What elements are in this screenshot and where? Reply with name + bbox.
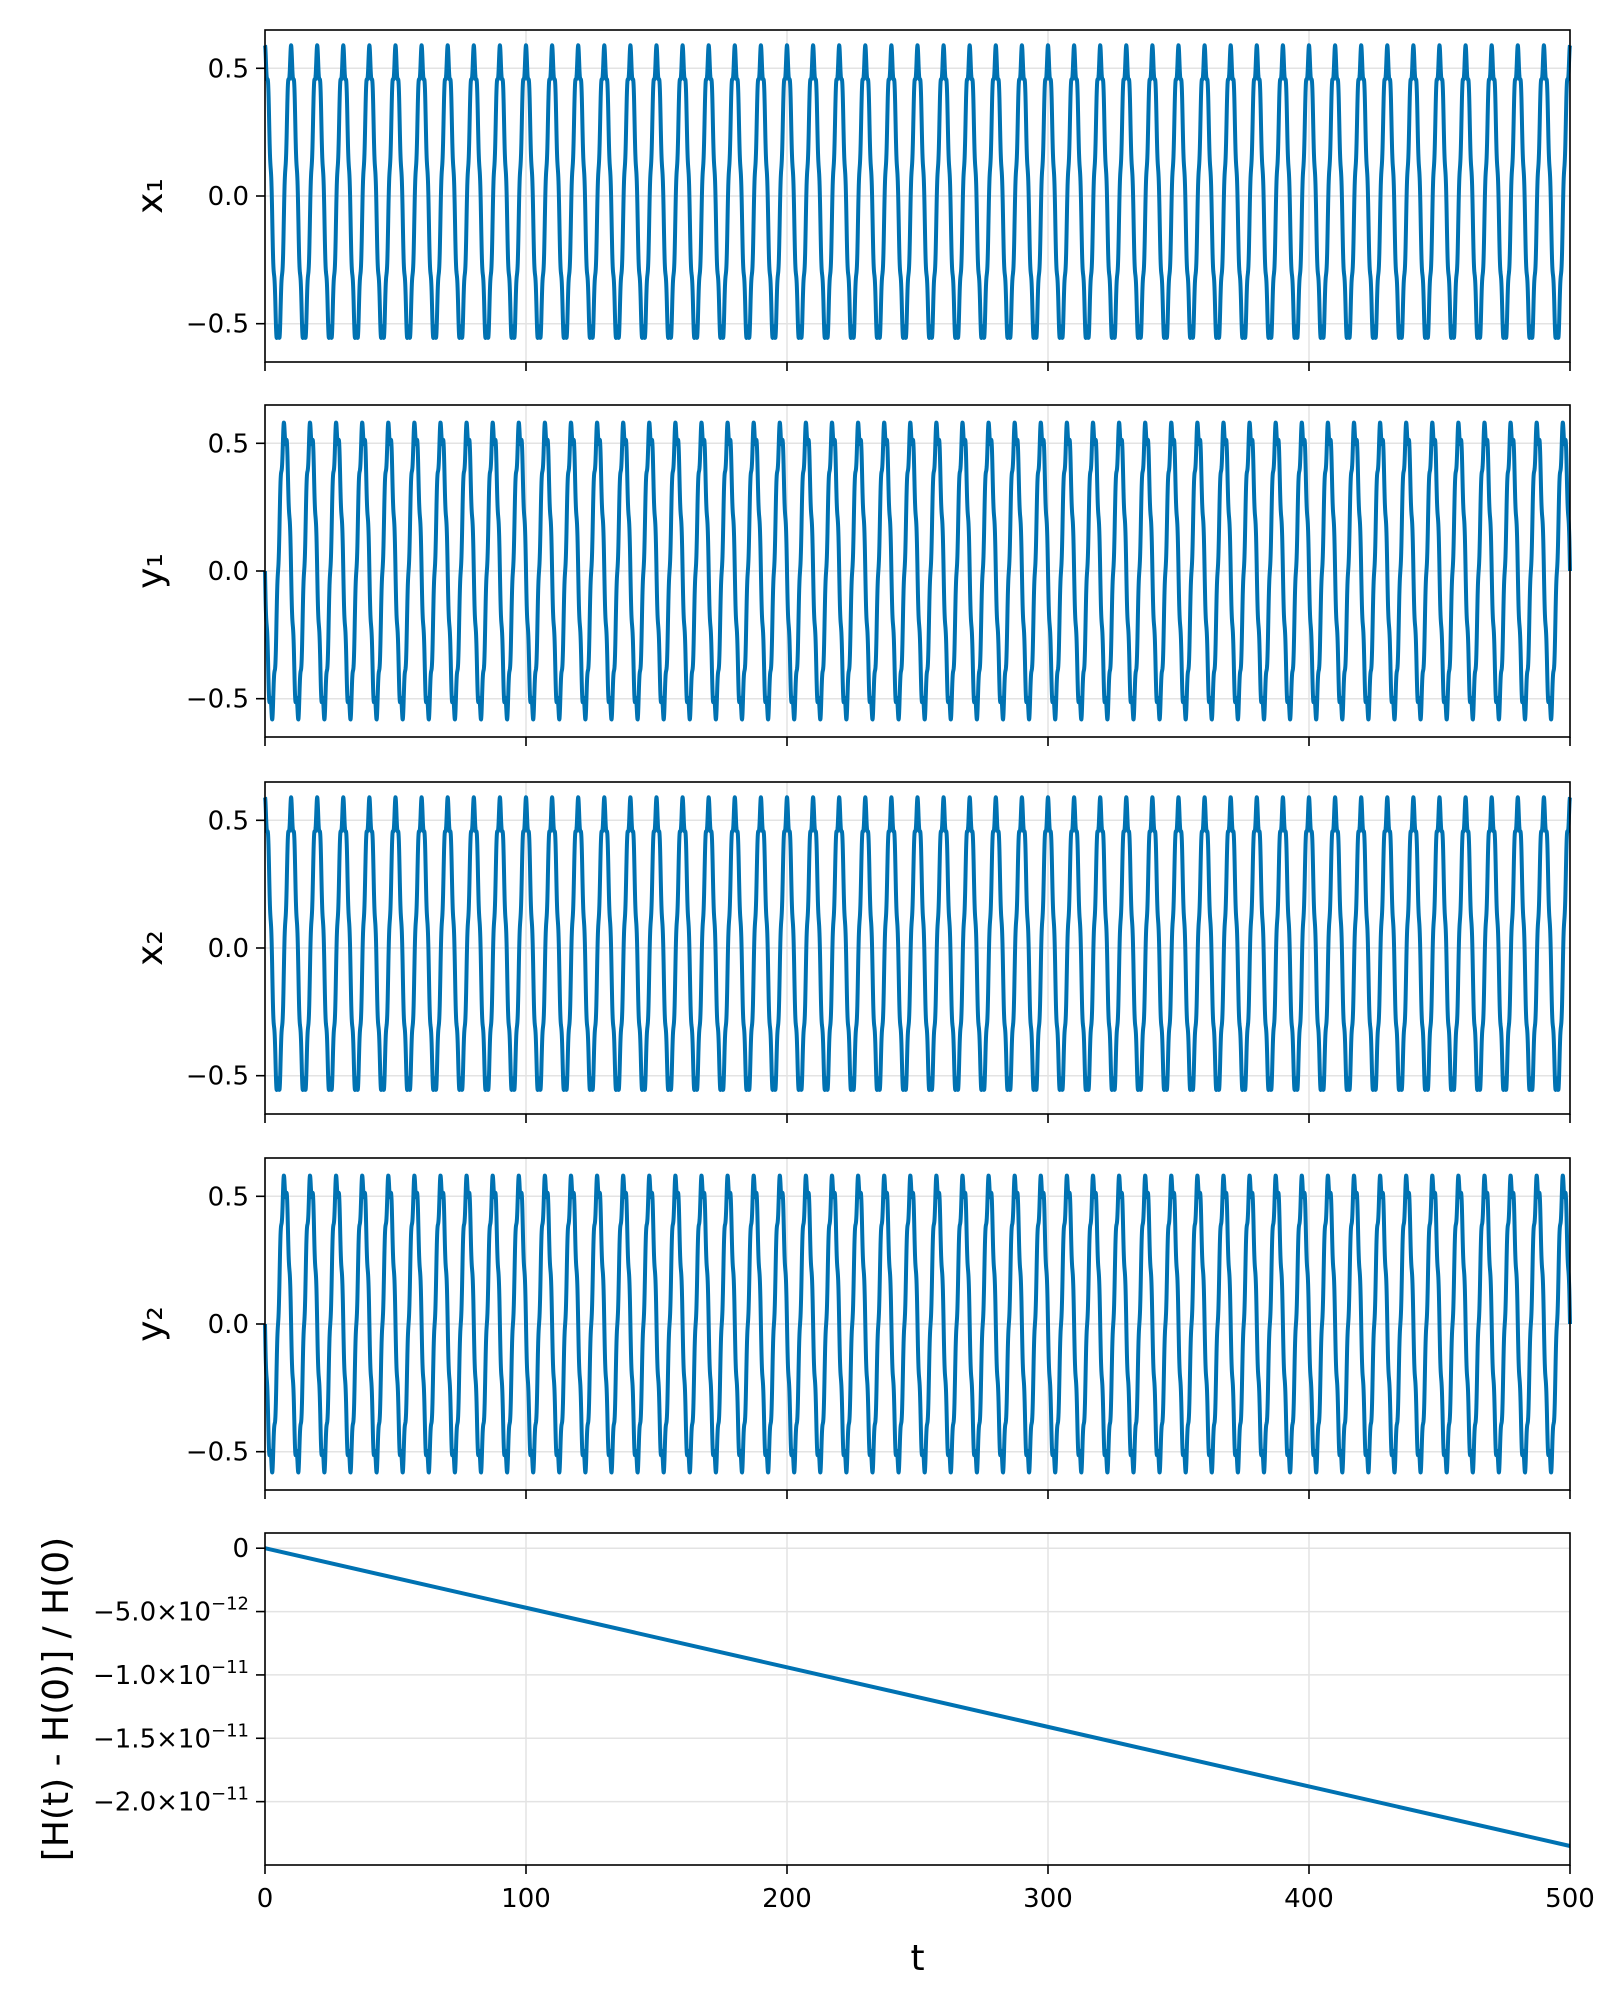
series-line — [264, 1546, 1571, 1848]
axes-frame — [264, 1532, 1571, 1866]
y-axis-label: x₂ — [130, 930, 171, 966]
tick-layer: 0.5 0.0 −0.5 — [186, 806, 1571, 1123]
tick-layer: 0 100 200 300 400 500 0 −5.0×10−12 −1.0×10−11 −1.… — [93, 1534, 1595, 1914]
panel-energy-error: 0 100 200 300 400 500 0 −5.0×10−12 −1.0×10−11 −1.… — [36, 1532, 1595, 1979]
x-tick-label: 500 — [1545, 1884, 1595, 1914]
y-tick-label: −0.5 — [186, 685, 249, 715]
y-tick-label: −0.5 — [186, 1062, 249, 1092]
y-tick-label: 0.5 — [208, 429, 249, 459]
y-tick-label: −5.0×10−12 — [93, 1594, 249, 1628]
series-layer — [264, 1546, 1571, 1848]
panel-x1: 0.5 0.0 −0.5 x₁ — [130, 29, 1572, 371]
y-tick-label: −0.5 — [186, 1438, 249, 1468]
y-tick-label: −2.0×10−11 — [93, 1784, 249, 1818]
panel-y1: 0.5 0.0 −0.5 y₁ — [130, 404, 1572, 746]
y-tick-label: 0.5 — [208, 54, 249, 84]
series-line — [263, 1173, 1572, 1475]
y-tick-label: −1.5×10−11 — [93, 1720, 249, 1754]
y-axis-label: [H(t) - H(0)] / H(0) — [36, 1537, 77, 1861]
x-tick-label: 200 — [762, 1884, 812, 1914]
series-layer — [263, 420, 1572, 722]
y-tick-label: −0.5 — [186, 310, 249, 340]
y-axis-label: x₁ — [130, 178, 171, 214]
y-axis-label: y₂ — [130, 1306, 171, 1342]
series-line — [263, 43, 1572, 340]
panel-x2: 0.5 0.0 −0.5 x₂ — [130, 781, 1572, 1123]
y-tick-label: −1.0×10−11 — [93, 1657, 249, 1691]
tick-layer: 0.5 0.0 −0.5 — [186, 54, 1571, 371]
grid — [264, 1533, 1571, 1865]
y-tick-label: 0 — [232, 1534, 249, 1564]
series-layer — [263, 1173, 1572, 1475]
series-layer — [263, 43, 1572, 340]
y-tick-label: 0.5 — [208, 806, 249, 836]
y-tick-label: 0.0 — [208, 557, 249, 587]
series-line — [263, 420, 1572, 722]
x-tick-label: 100 — [501, 1884, 551, 1914]
tick-layer: 0.5 0.0 −0.5 — [186, 1182, 1571, 1499]
x-tick-label: 300 — [1023, 1884, 1073, 1914]
y-tick-label: 0.5 — [208, 1182, 249, 1212]
x-axis-label: t — [910, 1938, 924, 1979]
x-tick-label: 400 — [1284, 1884, 1334, 1914]
series-layer — [263, 795, 1572, 1092]
y-tick-label: 0.0 — [208, 182, 249, 212]
tick-layer: 0.5 0.0 −0.5 — [186, 429, 1571, 746]
y-axis-label: y₁ — [130, 553, 171, 589]
plot-frame — [264, 1532, 1571, 1866]
y-tick-label: 0.0 — [208, 1310, 249, 1340]
y-tick-label: 0.0 — [208, 934, 249, 964]
panel-y2: 0.5 0.0 −0.5 y₂ — [130, 1157, 1572, 1499]
x-tick-label: 0 — [257, 1884, 274, 1914]
series-line — [263, 795, 1572, 1092]
